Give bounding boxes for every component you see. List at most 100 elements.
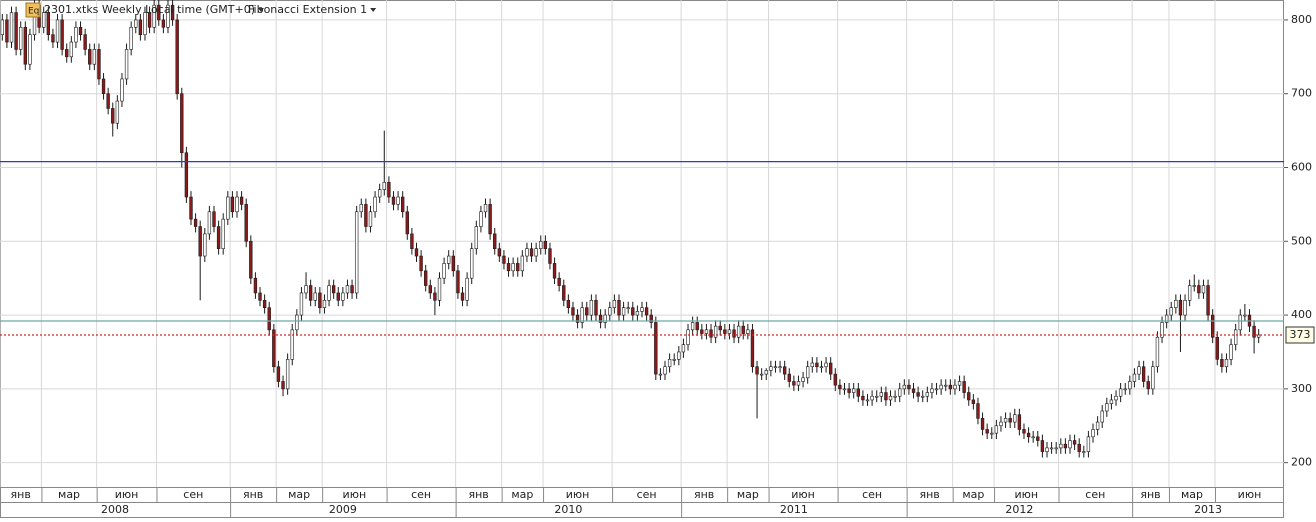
candle-body — [244, 204, 248, 242]
candle-body — [180, 93, 184, 154]
candle-body — [322, 300, 327, 308]
candle-body — [391, 196, 396, 205]
candle-body — [792, 381, 796, 386]
x-tick-label: янв — [1140, 488, 1160, 501]
x-tick-label: янв — [11, 488, 31, 501]
candle-body — [511, 263, 515, 272]
candle-body — [55, 19, 60, 43]
x-tick-label: мар — [1181, 488, 1203, 501]
candle-body — [1233, 329, 1238, 345]
symbol-text[interactable]: 2301.xtks Weekly Local time (GMT+0) — [44, 3, 255, 16]
x-tick-label: сен — [183, 488, 203, 501]
x-tick-label: июн — [115, 488, 139, 501]
candle-body — [14, 12, 18, 50]
candle-body — [1183, 300, 1187, 316]
candle-body — [207, 211, 212, 235]
candle-body — [396, 196, 400, 205]
candle-body — [727, 329, 732, 334]
x-tick-label: июн — [1238, 488, 1262, 501]
candle-body — [350, 285, 354, 294]
candle-body — [281, 381, 285, 390]
candle-body — [88, 49, 92, 65]
candle-body — [368, 211, 373, 227]
candle-body — [143, 12, 147, 35]
candle-body — [764, 370, 768, 375]
candle-body — [410, 233, 414, 249]
x-tick-label: мар — [288, 488, 310, 501]
candle-body — [842, 388, 847, 391]
candle-body — [746, 329, 750, 334]
candle-body — [1155, 336, 1160, 368]
candle-body — [285, 359, 290, 390]
candle-body — [589, 300, 594, 316]
candle-body — [635, 311, 640, 316]
candle-body — [377, 189, 382, 198]
candle-body — [663, 366, 667, 375]
candle-body — [529, 248, 534, 257]
candle-body — [962, 381, 966, 393]
candle-body — [704, 329, 709, 334]
candle-body — [373, 196, 377, 213]
candle-body — [787, 373, 791, 382]
candle-body — [672, 359, 676, 361]
year-label: 2010 — [554, 503, 582, 516]
x-tick-label: июн — [1014, 488, 1038, 501]
candle-body — [83, 34, 87, 50]
candle-body — [253, 277, 258, 294]
candle-body — [230, 196, 235, 213]
y-tick-label: 200 — [1291, 456, 1312, 469]
candle-body — [718, 325, 722, 331]
badge[interactable]: Eq — [28, 7, 39, 17]
indicator[interactable]: Fibonacci Extension 1 — [248, 3, 367, 16]
candle-body — [1118, 388, 1123, 397]
candle-body — [1063, 443, 1068, 449]
candle-body — [980, 418, 985, 430]
candle-body — [626, 307, 630, 309]
candle-body — [875, 395, 879, 398]
candle-body — [428, 285, 432, 294]
candle-body — [101, 78, 106, 95]
candle-body — [456, 270, 460, 294]
x-tick-label: мар — [962, 488, 984, 501]
candle-body — [239, 196, 244, 205]
candle-body — [819, 366, 824, 369]
candle-body — [69, 41, 74, 58]
candle-body — [856, 388, 860, 397]
candle-body — [750, 329, 755, 368]
candle-body — [235, 196, 239, 213]
candle-body — [474, 226, 479, 249]
candle-body — [902, 384, 907, 390]
candle-body — [700, 329, 704, 334]
candle-body — [658, 373, 663, 376]
y-tick-label: 400 — [1291, 308, 1312, 321]
candle-body — [575, 314, 580, 323]
candle-body — [612, 300, 617, 308]
candle-body — [166, 4, 170, 28]
candle-body — [953, 384, 957, 390]
candle-body — [870, 395, 874, 401]
candle-body — [640, 307, 644, 312]
candle-body — [879, 392, 883, 397]
candle-body — [621, 307, 626, 316]
candle-body — [1114, 395, 1118, 401]
candle-body — [709, 329, 713, 338]
candle-body — [985, 429, 989, 434]
candle-body — [967, 392, 971, 401]
badge-icon[interactable] — [25, 2, 41, 18]
candle-body — [713, 325, 718, 338]
candle-body — [1031, 436, 1035, 439]
candle-body — [1197, 285, 1201, 294]
candle-body — [359, 204, 363, 213]
candle-body — [1192, 285, 1196, 287]
candle-body — [805, 366, 810, 379]
candle-body — [976, 403, 980, 419]
grid — [0, 0, 1284, 487]
candle-body — [382, 181, 386, 190]
x-tick-label: янв — [468, 488, 488, 501]
candle-body — [594, 300, 598, 316]
candle-body — [290, 329, 294, 360]
candle-body — [944, 384, 948, 387]
candle-body — [907, 384, 911, 390]
candle-body — [433, 292, 437, 301]
candle-body — [769, 366, 773, 371]
